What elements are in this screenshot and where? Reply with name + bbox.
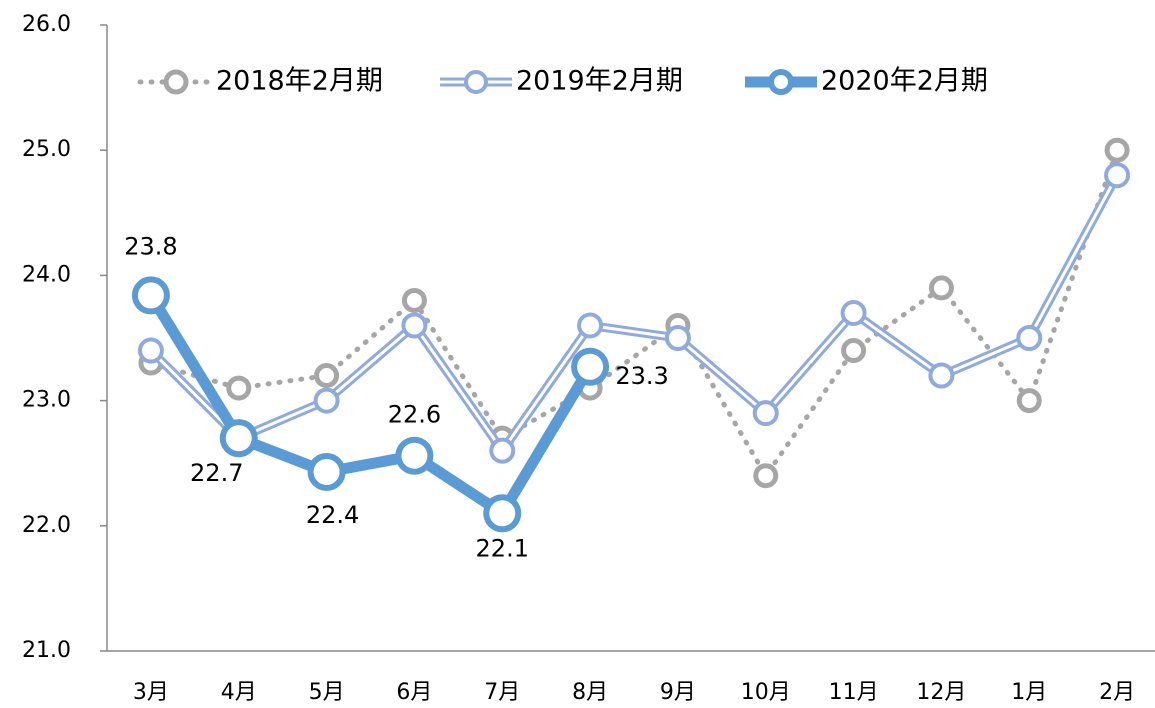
- x-tick-label: 4月: [221, 680, 257, 705]
- x-tick-label: 1月: [1011, 680, 1047, 705]
- marker: [401, 312, 428, 339]
- marker: [1016, 325, 1043, 351]
- marker: [840, 299, 867, 326]
- x-tick-label: 3月: [133, 680, 169, 705]
- x-tick-label: 7月: [484, 680, 520, 705]
- data-label: 22.6: [388, 401, 441, 429]
- legend-label: 2020年2月期: [821, 66, 988, 97]
- legend-label: 2019年2月期: [516, 66, 683, 97]
- x-tick-label: 5月: [309, 680, 345, 705]
- y-tick-label: 26.0: [22, 12, 71, 37]
- legend-marker: [163, 69, 189, 95]
- marker: [307, 452, 346, 491]
- data-label: 22.7: [190, 459, 243, 487]
- series-line: [148, 147, 1120, 479]
- marker: [571, 347, 610, 386]
- data-label: 22.4: [306, 501, 359, 529]
- marker: [928, 275, 954, 301]
- y-tick-label: 25.0: [22, 137, 71, 162]
- marker: [313, 387, 340, 414]
- x-tick-label: 2月: [1099, 680, 1135, 705]
- marker: [1016, 388, 1042, 414]
- x-tick-label: 6月: [396, 680, 432, 705]
- marker: [752, 400, 779, 427]
- marker: [841, 338, 867, 364]
- data-label: 23.3: [615, 362, 668, 390]
- marker: [401, 287, 427, 313]
- marker: [1104, 162, 1131, 189]
- marker: [928, 362, 955, 389]
- data-label: 23.8: [124, 232, 177, 260]
- series-line: [145, 289, 596, 519]
- marker: [226, 375, 252, 401]
- marker: [314, 363, 340, 389]
- legend-label: 2018年2月期: [216, 66, 383, 97]
- y-tick-label: 24.0: [22, 262, 71, 287]
- marker: [489, 437, 516, 464]
- y-tick-label: 22.0: [22, 513, 71, 538]
- marker: [137, 337, 164, 364]
- marker: [1104, 137, 1130, 163]
- x-tick-label: 8月: [572, 680, 608, 705]
- marker: [577, 312, 604, 339]
- y-tick-label: 21.0: [22, 638, 71, 663]
- x-tick-label: 9月: [660, 680, 696, 705]
- y-tick-label: 23.0: [22, 388, 71, 413]
- marker: [219, 419, 258, 458]
- marker: [395, 436, 434, 475]
- marker: [664, 325, 691, 351]
- series-line: [149, 173, 1119, 453]
- marker: [483, 494, 522, 533]
- marker: [753, 463, 779, 489]
- marker: [131, 276, 170, 315]
- x-tick-label: 10月: [741, 680, 791, 705]
- x-tick-label: 11月: [829, 680, 879, 705]
- legend-marker: [768, 69, 794, 95]
- data-label: 22.1: [476, 534, 529, 562]
- legend-marker: [464, 70, 488, 94]
- x-tick-label: 12月: [916, 680, 966, 705]
- series-line: [146, 170, 1122, 456]
